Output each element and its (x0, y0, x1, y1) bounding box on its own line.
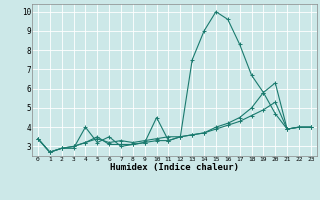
X-axis label: Humidex (Indice chaleur): Humidex (Indice chaleur) (110, 163, 239, 172)
